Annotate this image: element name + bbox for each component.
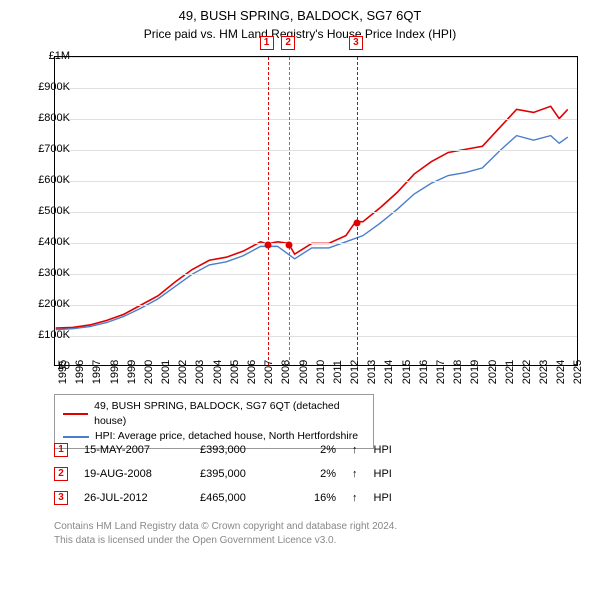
chart-container: 49, BUSH SPRING, BALDOCK, SG7 6QT Price … (0, 0, 600, 590)
sale-row-percent: 2% (296, 444, 336, 456)
gridline-horizontal (55, 88, 577, 89)
footer-attribution: Contains HM Land Registry data © Crown c… (54, 520, 397, 548)
sale-row-marker: 2 (54, 467, 68, 481)
plot-area (54, 56, 578, 366)
sales-table: 1 15-MAY-2007 £393,000 2% ↑ HPI 2 19-AUG-2008 £3… (54, 438, 424, 510)
sale-row-date: 15-MAY-2007 (84, 444, 184, 456)
gridline-horizontal (55, 119, 577, 120)
x-axis-label: 2024 (555, 360, 567, 384)
x-axis-label: 2008 (280, 360, 292, 384)
sale-row-marker: 3 (54, 491, 68, 505)
y-axis-label: £300K (38, 267, 70, 279)
x-axis-label: 2010 (315, 360, 327, 384)
arrow-up-icon: ↑ (352, 492, 358, 504)
x-axis-label: 1996 (74, 360, 86, 384)
event-marker-box: 1 (260, 36, 274, 50)
y-axis-label: £900K (38, 81, 70, 93)
sale-marker-dot (286, 241, 293, 248)
y-axis-label: £700K (38, 143, 70, 155)
sale-row: 2 19-AUG-2008 £395,000 2% ↑ HPI (54, 462, 424, 486)
x-axis-label: 2014 (383, 360, 395, 384)
event-vertical-line (268, 57, 269, 365)
arrow-up-icon: ↑ (352, 444, 358, 456)
y-axis-label: £500K (38, 205, 70, 217)
gridline-horizontal (55, 212, 577, 213)
sale-row-date: 19-AUG-2008 (84, 468, 184, 480)
sale-row: 1 15-MAY-2007 £393,000 2% ↑ HPI (54, 438, 424, 462)
legend-color-swatch (63, 413, 88, 415)
sale-marker-dot (353, 219, 360, 226)
x-axis-label: 2017 (435, 360, 447, 384)
x-axis-label: 2022 (521, 360, 533, 384)
x-axis-label: 2012 (349, 360, 361, 384)
gridline-horizontal (55, 305, 577, 306)
x-axis-label: 1997 (91, 360, 103, 384)
x-axis-label: 2002 (177, 360, 189, 384)
x-axis-label: 2000 (143, 360, 155, 384)
gridline-horizontal (55, 336, 577, 337)
x-axis-label: 2016 (418, 360, 430, 384)
sale-marker-dot (264, 242, 271, 249)
arrow-up-icon: ↑ (352, 468, 358, 480)
gridline-horizontal (55, 274, 577, 275)
y-axis-label: £200K (38, 298, 70, 310)
x-axis-label: 1998 (109, 360, 121, 384)
y-axis-label: £800K (38, 112, 70, 124)
sale-row-note: HPI (374, 444, 424, 456)
sale-row-note: HPI (374, 468, 424, 480)
y-axis-label: £1M (49, 50, 70, 62)
footer-line-2: This data is licensed under the Open Gov… (54, 534, 397, 548)
y-axis-label: £400K (38, 236, 70, 248)
sale-row: 3 26-JUL-2012 £465,000 16% ↑ HPI (54, 486, 424, 510)
x-axis-label: 2009 (298, 360, 310, 384)
x-axis-label: 2006 (246, 360, 258, 384)
series-line-property (56, 106, 568, 328)
event-marker-box: 2 (281, 36, 295, 50)
page-title: 49, BUSH SPRING, BALDOCK, SG7 6QT (0, 0, 600, 23)
gridline-horizontal (55, 150, 577, 151)
event-vertical-line (357, 57, 358, 365)
page-subtitle: Price paid vs. HM Land Registry's House … (0, 23, 600, 47)
x-axis-label: 2019 (469, 360, 481, 384)
sale-row-marker: 1 (54, 443, 68, 457)
x-axis-label: 2001 (160, 360, 172, 384)
x-axis-label: 2023 (538, 360, 550, 384)
y-axis-label: £100K (38, 329, 70, 341)
x-axis-label: 2007 (263, 360, 275, 384)
x-axis-label: 2005 (229, 360, 241, 384)
x-axis-label: 2003 (194, 360, 206, 384)
x-axis-label: 2004 (212, 360, 224, 384)
x-axis-label: 2015 (401, 360, 413, 384)
x-axis-label: 2018 (452, 360, 464, 384)
x-axis-label: 1999 (126, 360, 138, 384)
legend-item: 49, BUSH SPRING, BALDOCK, SG7 6QT (detac… (63, 399, 365, 429)
event-vertical-line (289, 57, 290, 365)
sale-row-percent: 16% (296, 492, 336, 504)
x-axis-label: 2013 (366, 360, 378, 384)
x-axis-label: 2020 (487, 360, 499, 384)
line-series-svg (55, 57, 577, 365)
sale-row-date: 26-JUL-2012 (84, 492, 184, 504)
x-axis-label: 2021 (504, 360, 516, 384)
sale-row-price: £465,000 (200, 492, 280, 504)
x-axis-label: 2011 (332, 360, 344, 384)
sale-row-price: £393,000 (200, 444, 280, 456)
sale-row-percent: 2% (296, 468, 336, 480)
gridline-horizontal (55, 57, 577, 58)
gridline-horizontal (55, 181, 577, 182)
y-axis-label: £600K (38, 174, 70, 186)
gridline-horizontal (55, 243, 577, 244)
legend-label: 49, BUSH SPRING, BALDOCK, SG7 6QT (detac… (94, 399, 365, 429)
series-line-hpi (56, 136, 568, 330)
footer-line-1: Contains HM Land Registry data © Crown c… (54, 520, 397, 534)
sale-row-note: HPI (374, 492, 424, 504)
event-marker-box: 3 (349, 36, 363, 50)
x-axis-label: 2025 (572, 360, 584, 384)
x-axis-label: 1995 (57, 360, 69, 384)
sale-row-price: £395,000 (200, 468, 280, 480)
